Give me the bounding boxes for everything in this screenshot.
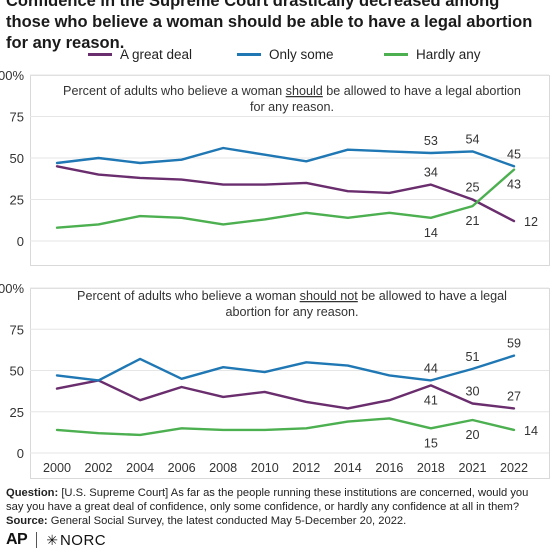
- question-label: Question:: [6, 487, 59, 499]
- panel-2-data-label-a-great-deal-2018: 41: [424, 393, 438, 407]
- footer-note: Question: [U.S. Supreme Court] As far as…: [6, 486, 546, 528]
- xtick-2022: 2022: [500, 461, 528, 475]
- question-text: [U.S. Supreme Court] As far as the peopl…: [6, 487, 529, 513]
- xtick-2021: 2021: [458, 461, 486, 475]
- panel-2-data-label-hardly-any-2018: 15: [424, 436, 438, 450]
- legend-item-hardly-any: Hardly any: [384, 44, 481, 64]
- norc-logo: NORC: [59, 531, 107, 549]
- panel-2-ytick-25: 25: [10, 405, 24, 420]
- panel-2-data-label-only-some-2021: 51: [465, 350, 479, 364]
- panel-2-subtitle-line-2: abortion for any reason.: [225, 305, 358, 319]
- panel-1-data-label-a-great-deal-2018: 34: [424, 166, 438, 180]
- panel-1-ytick-50: 50: [10, 151, 24, 166]
- logo-divider: [36, 532, 38, 548]
- panel-1-subtitle-line-1: Percent of adults who believe a woman sh…: [63, 84, 521, 98]
- xtick-2012: 2012: [292, 461, 320, 475]
- panel-1-ytick-100: 100%: [0, 68, 24, 83]
- legend-label-great-deal: A great deal: [120, 46, 193, 62]
- panel-2-ytick-50: 50: [10, 364, 24, 379]
- xtick-2006: 2006: [168, 461, 196, 475]
- xtick-2002: 2002: [85, 461, 113, 475]
- panel-1-data-label-hardly-any-2022: 43: [507, 178, 521, 192]
- panel-2-data-label-hardly-any-2022: 14: [524, 424, 538, 438]
- xtick-2016: 2016: [375, 461, 403, 475]
- norc-star-icon: ✳: [46, 531, 58, 548]
- xtick-2010: 2010: [251, 461, 279, 475]
- panel-2-data-label-only-some-2018: 44: [424, 361, 438, 375]
- panel-1-data-label-hardly-any-2021: 21: [465, 214, 479, 228]
- panel-1-line-only-some: [55, 146, 516, 168]
- xtick-2014: 2014: [334, 461, 362, 475]
- xtick-2004: 2004: [126, 461, 154, 475]
- legend-swatch-great-deal: [88, 52, 112, 56]
- panel-1-ytick-75: 75: [10, 110, 24, 125]
- panel-1-ytick-0: 0: [17, 234, 24, 249]
- panel-2-line-hardly-any: [55, 417, 516, 437]
- ap-logo: AP: [6, 531, 28, 548]
- legend: A great deal Only some Hardly any: [0, 44, 550, 64]
- panel-1-data-label-only-some-2022: 45: [507, 147, 521, 161]
- panel-1-data-label-a-great-deal-2022: 12: [524, 215, 538, 229]
- chart-title: Confidence in the Supreme Court drastica…: [6, 0, 533, 52]
- panel-2-ytick-75: 75: [10, 322, 24, 337]
- panel-1-data-label-hardly-any-2018: 14: [424, 226, 438, 240]
- legend-label-only-some: Only some: [269, 46, 334, 62]
- legend-item-great-deal: A great deal: [88, 44, 192, 64]
- legend-item-only-some: Only some: [237, 44, 334, 64]
- xtick-2000: 2000: [43, 461, 71, 475]
- legend-swatch-only-some: [237, 52, 261, 56]
- panel-2-data-label-a-great-deal-2021: 30: [465, 385, 479, 399]
- panel-1-ytick-25: 25: [10, 193, 24, 208]
- panel-1-subtitle-line-2: for any reason.: [250, 100, 334, 114]
- legend-swatch-hardly-any: [384, 52, 408, 56]
- logo-bar: AP ✳ NORC: [6, 531, 106, 549]
- source-label: Source:: [6, 515, 48, 527]
- panel-1-data-label-only-some-2018: 53: [424, 134, 438, 148]
- panel-2-ytick-100: 100%: [0, 281, 24, 296]
- panel-2-line-a-great-deal: [55, 379, 516, 410]
- xtick-2018: 2018: [417, 461, 445, 475]
- panel-2-data-label-a-great-deal-2022: 27: [507, 389, 521, 403]
- panel-2-data-label-only-some-2022: 59: [507, 337, 521, 351]
- panel-1-data-label-only-some-2021: 54: [465, 132, 479, 146]
- panel-2-line-only-some: [55, 354, 516, 382]
- xtick-2008: 2008: [209, 461, 237, 475]
- panel-1-data-label-a-great-deal-2021: 25: [465, 181, 479, 195]
- panel-2-ytick-0: 0: [17, 446, 24, 461]
- source-text: General Social Survey, the latest conduc…: [47, 515, 407, 527]
- panel-2-data-label-hardly-any-2021: 20: [465, 428, 479, 442]
- panel-1-line-hardly-any: [55, 168, 516, 229]
- panel-2-subtitle-line-1: Percent of adults who believe a woman sh…: [77, 289, 507, 303]
- legend-label-hardly-any: Hardly any: [416, 46, 481, 62]
- panel-1-line-a-great-deal: [55, 165, 516, 223]
